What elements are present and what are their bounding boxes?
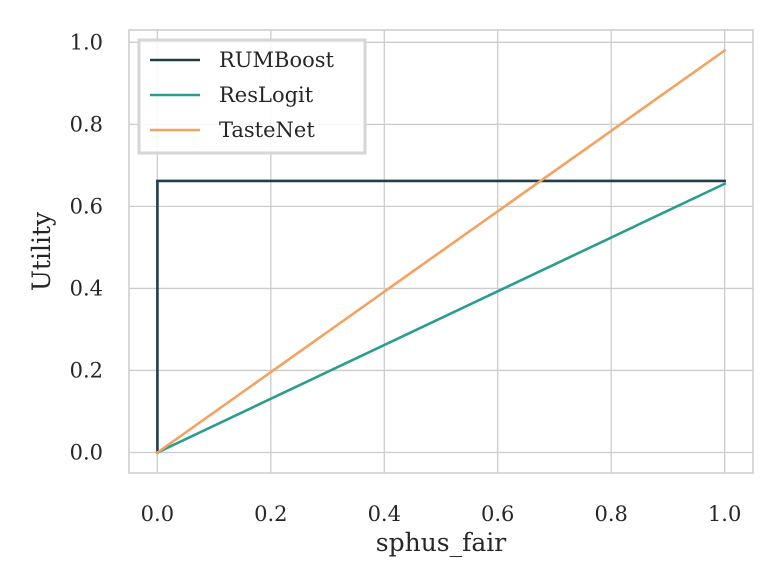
x-tick-label: 0.0 [141,502,174,526]
series-line-rumboost [156,179,726,454]
legend: RUMBoost ResLogit TasteNet [137,38,367,155]
x-tick-label: 0.4 [368,502,401,526]
x-axis-label: sphus_fair [376,528,507,557]
plot-frame [128,29,754,474]
x-tick-label: 0.8 [594,502,627,526]
y-tick-label: 1.0 [70,30,103,54]
series-line-tastenet [155,48,727,455]
x-tick-label: 0.6 [481,502,514,526]
y-axis-ticks: 0.0 0.2 0.4 0.6 0.8 1.0 [70,30,103,464]
y-tick-label: 0.6 [70,194,103,218]
y-tick-label: 0.2 [70,358,103,382]
y-tick-label: 0.8 [70,112,103,136]
legend-label: TasteNet [219,118,315,142]
series-line-reslogit [155,182,727,455]
legend-label: RUMBoost [219,48,335,72]
x-tick-label: 0.2 [254,502,287,526]
y-axis-label: Utility [27,211,56,291]
y-tick-label: 0.0 [70,440,103,464]
x-axis-ticks: 0.0 0.2 0.4 0.6 0.8 1.0 [141,502,742,526]
legend-label: ResLogit [219,83,314,107]
series-group [155,48,727,455]
x-tick-label: 1.0 [708,502,741,526]
y-tick-label: 0.4 [70,276,103,300]
